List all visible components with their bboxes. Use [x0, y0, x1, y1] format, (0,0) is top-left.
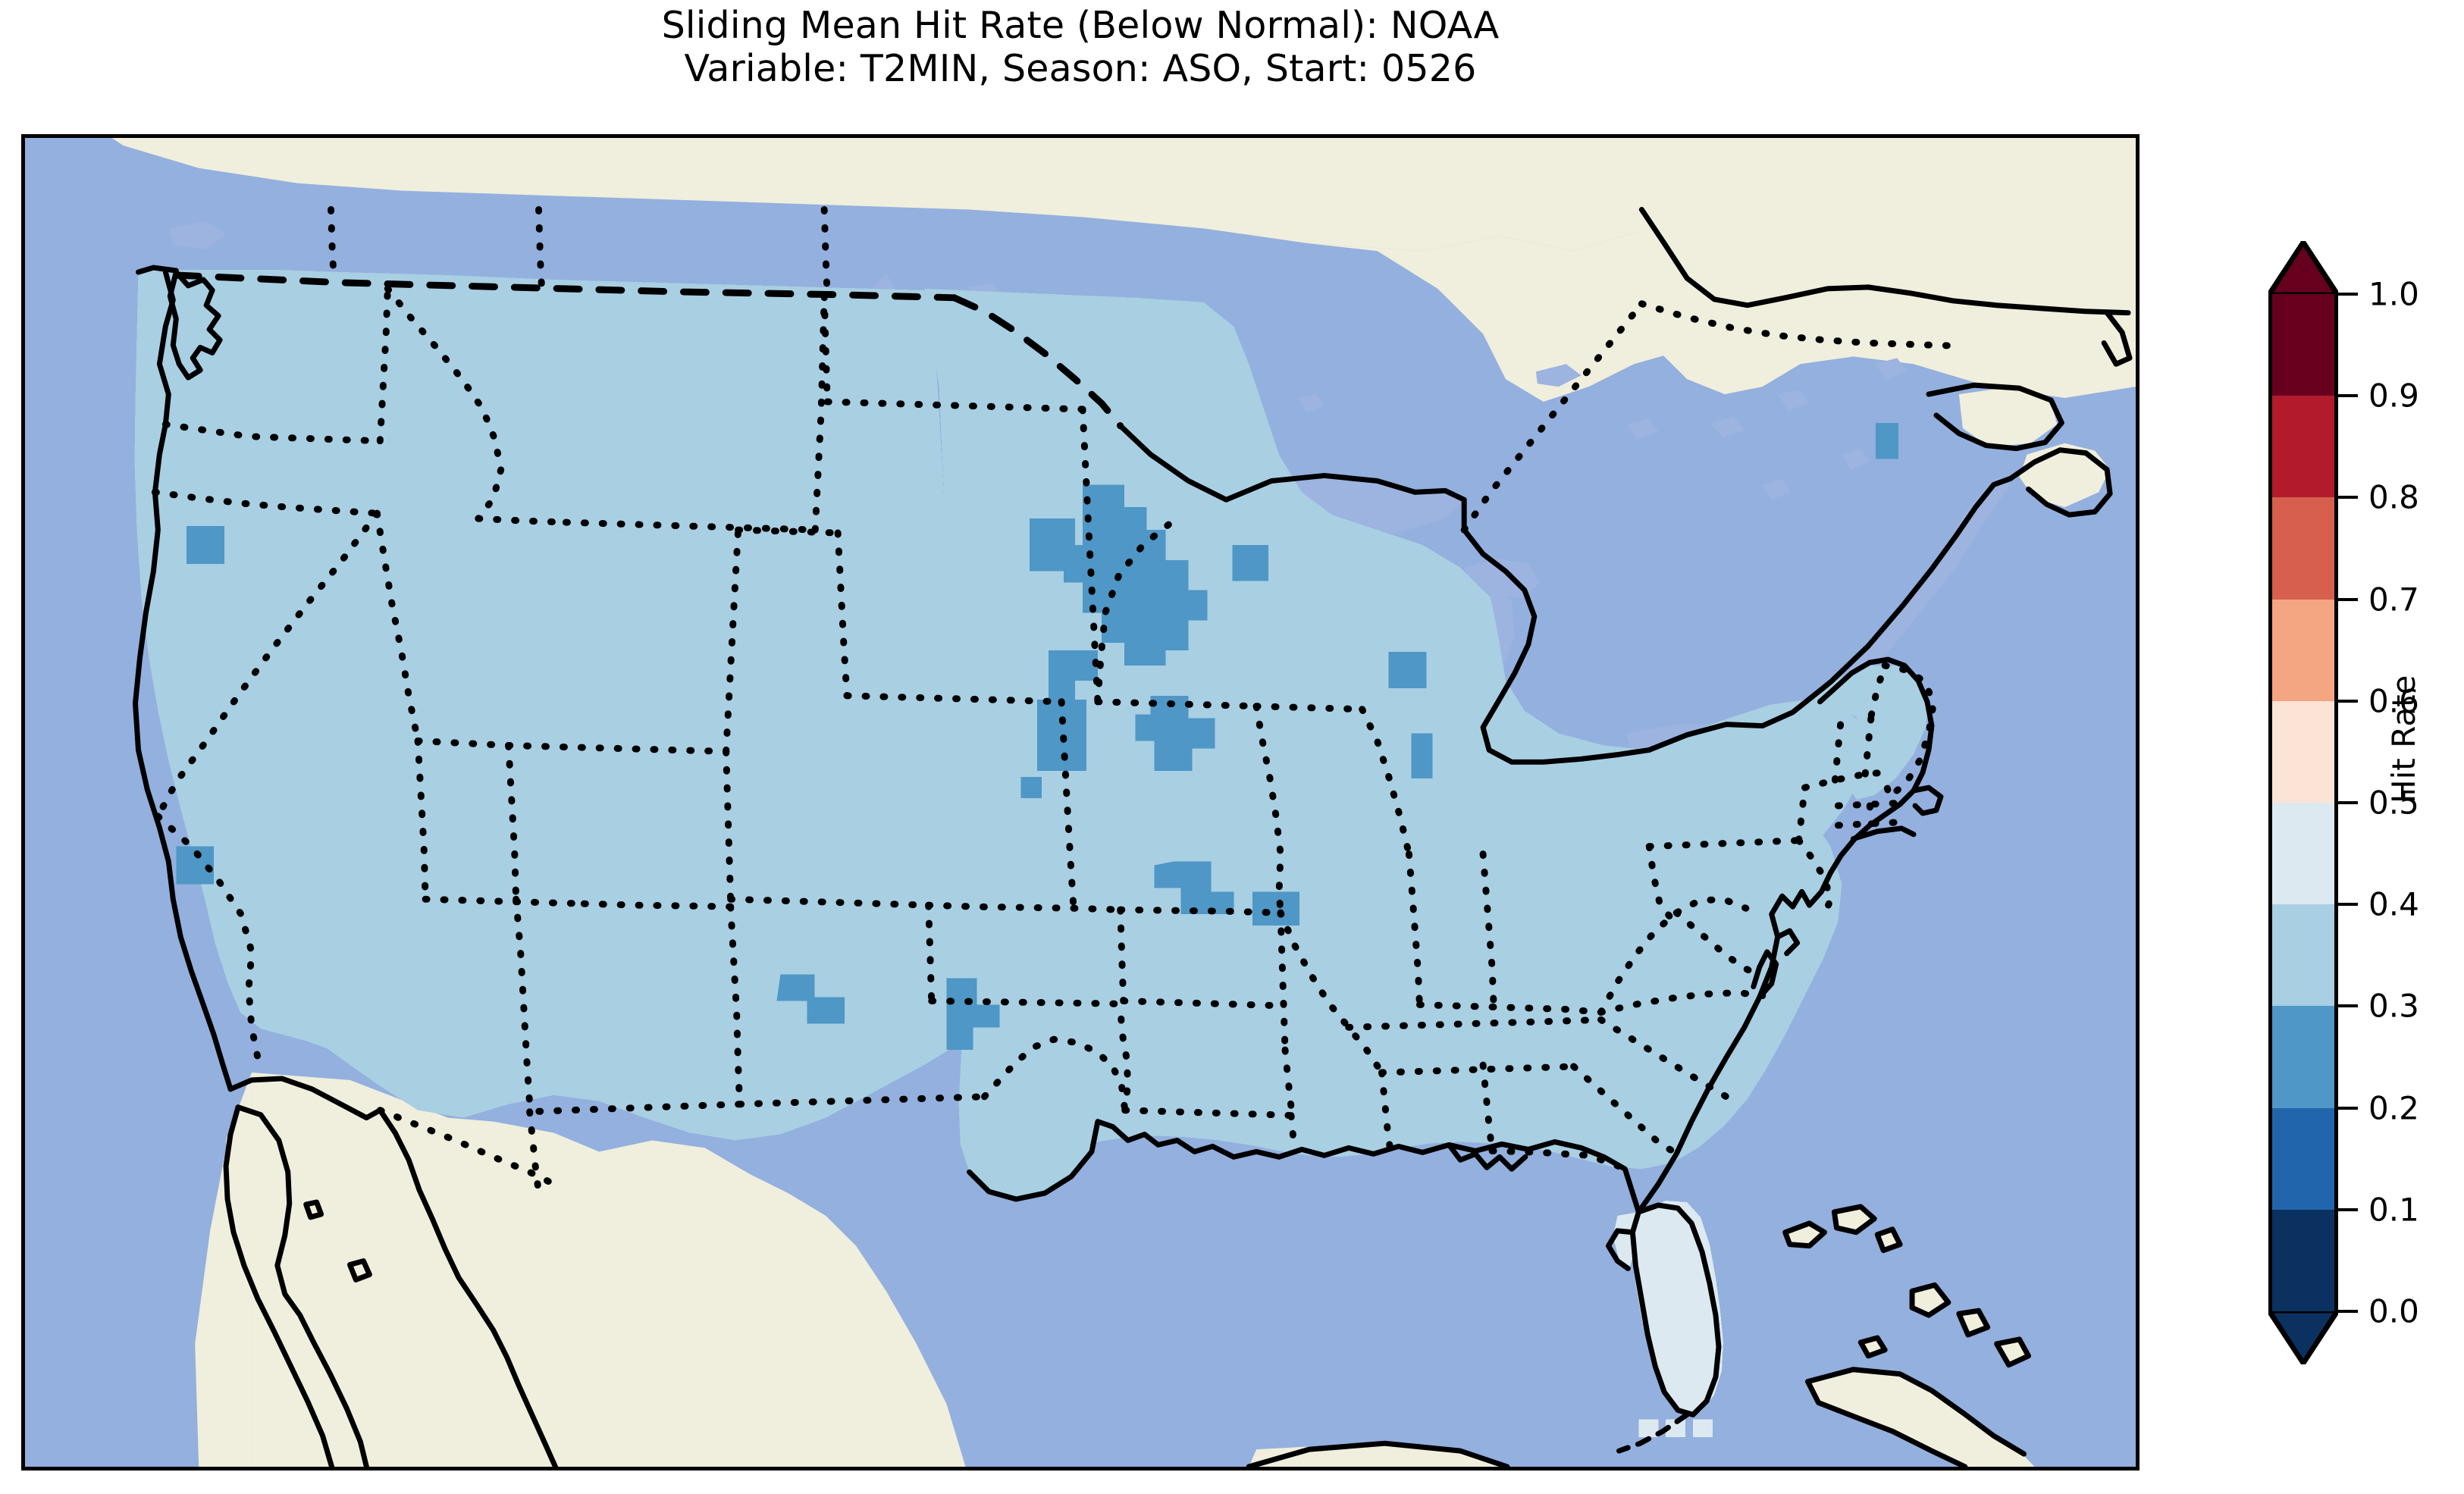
colorbar-tick-label: 0.1 — [2368, 1191, 2419, 1229]
colorbar-band-5 — [2268, 802, 2338, 905]
colorbar-bands — [2268, 294, 2338, 1311]
colorbar-tick — [2338, 903, 2358, 907]
colorbar-tick — [2338, 699, 2358, 703]
page-title: Sliding Mean Hit Rate (Below Normal): NO… — [0, 4, 2161, 91]
colorbar-band-9 — [2268, 1209, 2338, 1311]
colorbar-tick-label: 0.5 — [2368, 784, 2419, 822]
colorbar-tick — [2338, 597, 2358, 601]
colorbar-tick — [2338, 801, 2358, 804]
colorbar-tick-label: 1.0 — [2368, 275, 2419, 313]
colorbar-band-2 — [2268, 497, 2338, 600]
colorbar-band-0 — [2268, 294, 2338, 396]
band-0.2-0.3 — [176, 422, 1899, 1051]
colorbar-band-3 — [2268, 599, 2338, 701]
map-panel[interactable] — [21, 134, 2140, 1471]
colorbar-tick — [2338, 394, 2358, 398]
colorbar[interactable] — [2268, 241, 2338, 1364]
colorbar-tick — [2338, 496, 2358, 500]
colorbar-tick — [2338, 1106, 2358, 1110]
colorbar-tick-label: 0.0 — [2368, 1292, 2419, 1330]
colorbar-ticks: 1.0 0.9 0.8 0.7 0.6 0.5 0.4 0.3 0.2 0.1 0.0 — [2338, 241, 2464, 1364]
colorbar-band-1 — [2268, 396, 2338, 498]
colorbar-tick — [2338, 1207, 2358, 1211]
colorbar-band-8 — [2268, 1107, 2338, 1210]
colorbar-tick-label: 0.6 — [2368, 682, 2419, 720]
colorbar-label: Hit Rate — [2385, 675, 2422, 803]
borders-layer — [132, 206, 2133, 1467]
colorbar-tick — [2338, 293, 2358, 296]
colorbar-extend-top — [2268, 241, 2338, 294]
colorbar-tick-label: 0.9 — [2368, 377, 2419, 415]
colorbar-tick — [2338, 1004, 2358, 1008]
title-line-1: Sliding Mean Hit Rate (Below Normal): NO… — [661, 4, 1500, 47]
conus-map[interactable] — [25, 138, 2136, 1467]
band-0.3-0.4 — [134, 270, 1929, 1200]
colorbar-tick-label: 0.8 — [2368, 478, 2419, 516]
colorbar-extend-bottom — [2268, 1311, 2338, 1364]
colorbar-tick-label: 0.2 — [2368, 1089, 2419, 1127]
colorbar-tick — [2338, 1310, 2358, 1313]
colorbar-tick-label: 0.3 — [2368, 987, 2419, 1025]
state-borders-layer — [151, 205, 1963, 1197]
title-line-2: Variable: T2MIN, Season: ASO, Start: 052… — [684, 46, 1477, 90]
colorbar-band-4 — [2268, 700, 2338, 803]
colorbar-tick-label: 0.4 — [2368, 885, 2419, 923]
colorbar-tick-label: 0.7 — [2368, 581, 2419, 619]
colorbar-band-7 — [2268, 1006, 2338, 1108]
hitrate-raster — [134, 270, 1929, 1438]
colorbar-band-6 — [2268, 904, 2338, 1007]
